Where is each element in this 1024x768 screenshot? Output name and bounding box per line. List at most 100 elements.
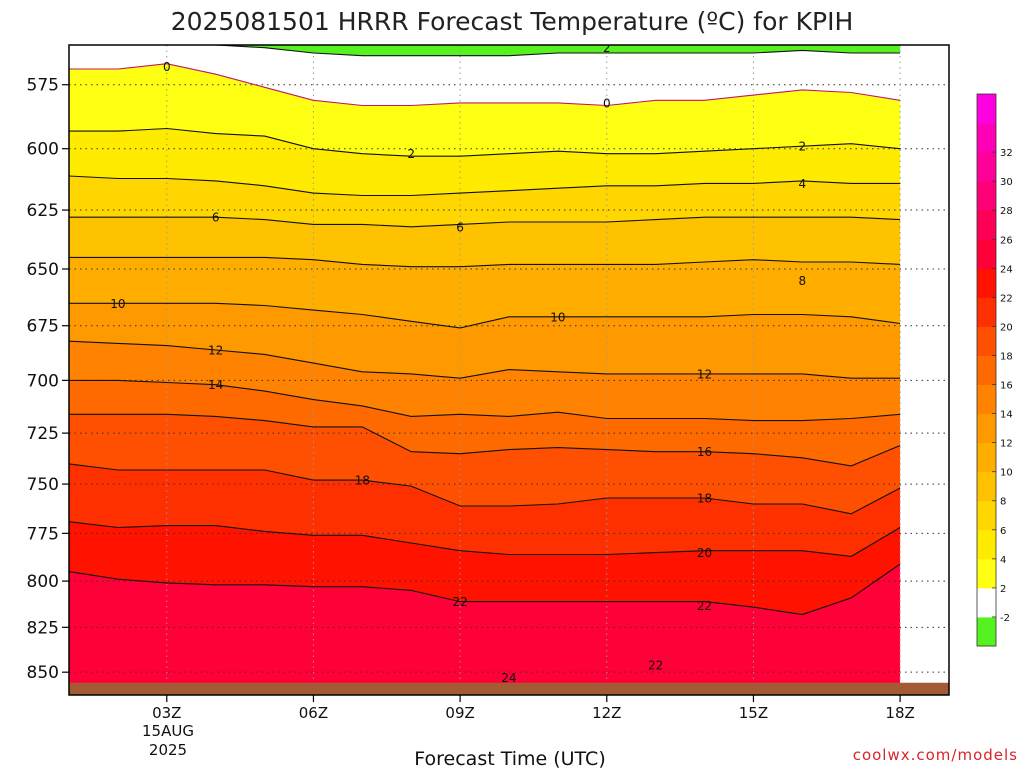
contour-label: 12 — [697, 367, 712, 381]
contour-label: 16 — [697, 445, 712, 459]
colorbar-tick-label: -2 — [1000, 613, 1010, 624]
isotherm-14 — [69, 379, 901, 422]
colorbar-tick-label: 4 — [1000, 555, 1006, 566]
colorbar-tick-label: 18 — [1000, 351, 1013, 362]
colorbar-tick-label: 32 — [1000, 148, 1013, 159]
x-tick-label: 12Z — [592, 704, 621, 722]
x-tick-label: 15Z — [739, 704, 768, 722]
y-tick-label: 750 — [27, 475, 59, 495]
colorbar-swatch — [977, 210, 996, 240]
band-12-to-14 — [69, 341, 901, 421]
temperature-bands — [69, 45, 901, 695]
contour-label: 22 — [452, 595, 467, 609]
colorbar-swatch — [977, 123, 996, 153]
contour-label: 14 — [208, 378, 223, 392]
x-tick-label: 09Z — [445, 704, 474, 722]
date-label-day: 15AUG — [142, 722, 194, 740]
date-label-year: 2025 — [149, 741, 187, 759]
colorbar-tick-label: 24 — [1000, 264, 1013, 275]
colorbar-tick-label: 28 — [1000, 206, 1013, 217]
contour-label: 10 — [110, 297, 125, 311]
band-4-to-6 — [69, 176, 901, 227]
isotherm-8 — [69, 256, 901, 268]
contour-label: 4 — [799, 177, 807, 191]
colorbar-tick-label: 10 — [1000, 468, 1013, 479]
credit-text: coolwx.com/models — [853, 746, 1018, 764]
colorbar-tick-label: 22 — [1000, 293, 1013, 304]
colorbar-swatch — [977, 239, 996, 269]
x-axis-title: Forecast Time (UTC) — [414, 748, 605, 768]
colorbar-tick-label: 26 — [1000, 235, 1013, 246]
band-2-to-4 — [69, 128, 901, 196]
colorbar-swatch — [977, 616, 996, 647]
contour-label: 24 — [501, 671, 516, 685]
contour-label: 2 — [407, 147, 415, 161]
y-tick-label: 700 — [27, 371, 59, 391]
band-20-to-22 — [69, 521, 901, 615]
colorbar-swatch — [977, 268, 996, 298]
y-tick-label: 725 — [27, 424, 59, 444]
isotherm-22 — [69, 563, 901, 616]
time-axis: 03Z 06Z 09Z 12Z 15Z 18Z — [152, 695, 915, 722]
y-tick-label: 775 — [27, 524, 59, 544]
contour-label: 0 — [163, 60, 171, 74]
band-16-to-18 — [69, 414, 901, 514]
colorbar-swatch — [977, 384, 996, 415]
colorbar-swatch — [977, 471, 996, 502]
colorbar-swatch — [977, 442, 996, 473]
contour-label: 10 — [550, 310, 565, 324]
contour-label: 0 — [603, 96, 611, 110]
x-tick-label: 06Z — [299, 704, 328, 722]
x-tick-label: 18Z — [885, 704, 914, 722]
isotherm--2 — [205, 45, 901, 57]
y-tick-label: 650 — [27, 260, 59, 280]
grid-lines — [69, 45, 949, 695]
colorbar-tick-label: 2 — [1000, 584, 1006, 595]
colorbar-tick-label: 8 — [1000, 497, 1006, 508]
band-18-to-20 — [69, 463, 901, 557]
colorbar-swatch — [977, 529, 996, 560]
colorbar-swatch — [977, 558, 996, 589]
colorbar-tick-label: 14 — [1000, 410, 1013, 421]
contour-label: 6 — [456, 220, 464, 234]
contour-label: 18 — [697, 492, 712, 506]
isotherm-4 — [69, 175, 901, 197]
colorbar-swatch — [977, 181, 996, 211]
contour-label: 2 — [799, 140, 807, 154]
band-10-to-12 — [69, 303, 901, 379]
isotherm-18 — [69, 463, 901, 515]
colorbar-frame — [976, 93, 997, 647]
band-above-22 — [69, 564, 901, 695]
band-6-to-8 — [69, 217, 901, 267]
colorbar-tick-label: 30 — [1000, 177, 1013, 188]
y-tick-label: 575 — [27, 76, 59, 96]
isotherm-12 — [69, 340, 901, 379]
contour-label: 20 — [697, 546, 712, 560]
colorbar-swatch — [977, 587, 996, 618]
colorbar-swatch — [977, 152, 996, 182]
pressure-axis: 575 600 625 650 675 700 725 750 775 800 825 850 — [27, 76, 69, 683]
band-8-to-10 — [69, 257, 901, 328]
colorbar-swatch — [977, 413, 996, 444]
x-tick-label: 03Z — [152, 704, 181, 722]
isotherm-lines — [69, 45, 901, 616]
isotherm-0 — [69, 63, 901, 107]
colorbar-swatch — [977, 355, 996, 386]
isotherm-20 — [69, 521, 901, 557]
colorbar-swatch — [977, 94, 996, 124]
y-tick-label: 850 — [27, 663, 59, 683]
ground-surface — [69, 682, 949, 695]
isotherm-10 — [69, 302, 901, 329]
colorbar-swatch — [977, 326, 996, 356]
band-below--2 — [215, 45, 901, 56]
colorbar-tick-label: 16 — [1000, 381, 1013, 392]
colorbar-swatch — [977, 297, 996, 327]
y-tick-label: 800 — [27, 572, 59, 592]
isotherm-2 — [69, 127, 901, 157]
contour-label: 8 — [799, 274, 807, 288]
isotherm-6 — [69, 216, 901, 228]
band-0-to-2 — [69, 63, 901, 157]
